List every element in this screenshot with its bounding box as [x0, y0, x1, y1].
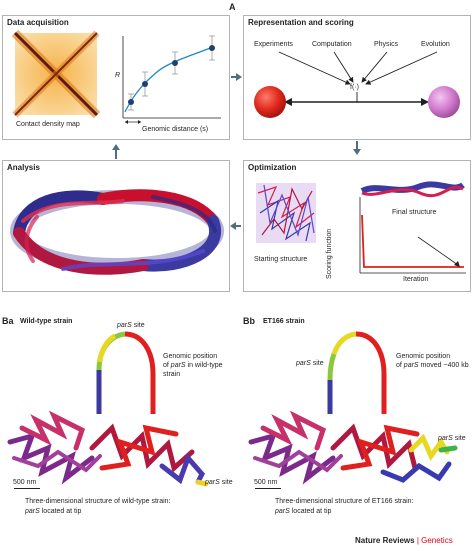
ba-genomic-position-line2: of parS in wild-type	[163, 362, 223, 369]
distance-plot	[122, 35, 221, 124]
ba-pars-tip: parS site	[205, 479, 233, 486]
ba-genomic-position-line3: strain	[163, 371, 181, 378]
journal-credit: Nature Reviews | Genetics	[355, 536, 453, 545]
bb-genomic-position-line2: of parS moved ~400 kb	[396, 362, 469, 369]
ba-genome-arc	[96, 331, 156, 414]
representation-title: Representation and scoring	[248, 18, 354, 27]
ba-scale-label: 500 nm	[13, 479, 37, 486]
bb-pars-left: parS site	[296, 360, 324, 367]
ba-wildtype-structure	[7, 410, 209, 487]
bb-genome-arc	[327, 331, 387, 414]
panel-ba-title: Wild-type strain	[20, 318, 73, 325]
chromosome-structure-ensemble	[10, 189, 224, 275]
data-acquisition-title: Data acquisition	[7, 18, 69, 27]
analysis-title: Analysis	[7, 163, 40, 172]
analysis-panel: Analysis	[2, 160, 230, 292]
bb-caption-line1: Three-dimensional structure of ET166 str…	[275, 498, 414, 505]
panel-bb-letter: Bb	[243, 316, 255, 326]
ba-pars-top: parS site	[117, 322, 145, 329]
data-acquisition-panel: Data acquisition Contact density map	[2, 15, 230, 140]
bb-scale-bar	[255, 488, 281, 489]
ba-scale-bar	[14, 488, 40, 489]
scoring-arrows	[254, 51, 460, 118]
final-structure-label: Final structure	[392, 209, 437, 216]
bb-genomic-position-line1: Genomic position	[396, 353, 451, 360]
ba-genomic-position-line1: Genomic position	[163, 353, 218, 360]
contact-map-caption: Contact density map	[16, 121, 80, 128]
bb-caption-line2: parS located at tip	[275, 508, 332, 515]
representation-panel: Representation and scoring Experiments C…	[243, 15, 471, 140]
contact-density-map	[11, 29, 101, 119]
scoring-function-label: f(·)	[350, 84, 359, 91]
source-computation: Computation	[312, 41, 352, 48]
scoring-x-label: Iteration	[403, 276, 429, 283]
source-experiments: Experiments	[254, 41, 293, 48]
plot-x-label: Genomic distance (s)	[142, 126, 209, 133]
bb-scale-label: 500 nm	[254, 479, 278, 486]
journal-name: Nature Reviews	[355, 536, 415, 545]
journal-section: Genetics	[421, 536, 453, 545]
starting-structure-label: Starting structure	[254, 256, 308, 263]
optimization-panel: Optimization Starting structure Final st…	[243, 160, 471, 292]
panel-a-letter: A	[229, 2, 236, 12]
starting-structure-cloud	[256, 183, 316, 243]
source-physics: Physics	[374, 41, 399, 48]
bb-pars-right: parS site	[438, 435, 466, 442]
panel-ba-letter: Ba	[2, 316, 14, 326]
ba-caption-line2: parS located at tip	[25, 508, 82, 515]
bb-et166-structure	[248, 410, 458, 485]
source-evolution: Evolution	[421, 41, 450, 48]
ba-caption-line1: Three-dimensional structure of wild-type…	[25, 498, 171, 505]
scoring-plot	[359, 181, 466, 274]
journal-separator: |	[414, 536, 422, 545]
panel-bb-title: ET166 strain	[263, 318, 305, 325]
workflow-arrows	[112, 73, 361, 230]
optimization-title: Optimization	[248, 163, 297, 172]
plot-y-label: R	[115, 72, 121, 79]
